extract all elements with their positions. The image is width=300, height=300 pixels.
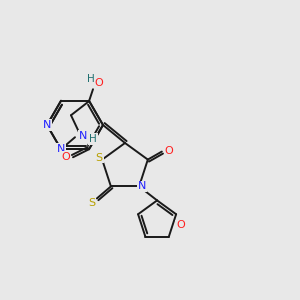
Text: N: N (43, 120, 51, 130)
Text: N: N (57, 144, 65, 154)
Text: O: O (61, 152, 70, 162)
Text: S: S (96, 153, 103, 163)
Text: H: H (89, 134, 97, 144)
Text: O: O (164, 146, 173, 156)
Text: O: O (94, 78, 103, 88)
Text: H: H (87, 74, 95, 84)
Text: O: O (176, 220, 185, 230)
Text: S: S (88, 198, 95, 208)
Text: N: N (79, 131, 87, 141)
Text: N: N (138, 182, 146, 191)
